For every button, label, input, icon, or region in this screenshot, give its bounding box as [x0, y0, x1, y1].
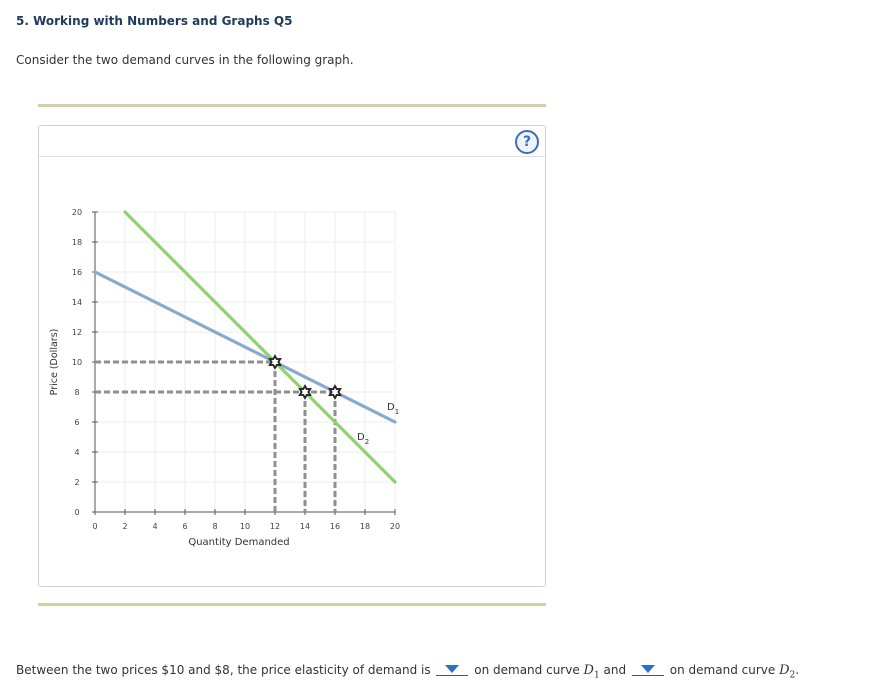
elasticity-d1-dropdown[interactable] [436, 662, 469, 676]
y-axis-title: Price (Dollars) [49, 329, 60, 396]
x-tick-label: 0 [92, 522, 97, 531]
curve-d1-label: D1 [583, 663, 600, 681]
star-marker-center [271, 357, 279, 367]
x-axis-title: Quantity Demanded [188, 537, 289, 548]
curve-label-subscript: 2 [365, 438, 369, 446]
sentence-end: . [795, 663, 800, 677]
y-tick-label: 20 [72, 208, 82, 217]
demand-chart: 0 2 4 6 8 10 12 14 16 18 2002468101214161820Quanti… [49, 208, 400, 548]
top-divider [38, 104, 546, 107]
x-tick-label: 6 [182, 522, 187, 531]
x-tick-label: 14 [300, 522, 310, 531]
curve-d2-letter: D [779, 663, 790, 678]
y-tick-label: 16 [72, 268, 82, 277]
graph-panel: ? 0 2 4 6 8 10 12 14 16 18 20 0 2 4 6 8 10 12 14 16 18 20 Quan… [38, 125, 546, 587]
y-tick-label: 10 [72, 358, 82, 367]
x-tick-label: 16 [330, 522, 340, 531]
x-tick-label: 10 [240, 522, 250, 531]
demand-curve-d2 [123, 210, 397, 484]
x-tick-label: 2 [122, 522, 127, 531]
question-title: 5. Working with Numbers and Graphs Q5 [16, 14, 293, 28]
curve-d2-label: D2 [779, 663, 796, 681]
y-tick-label: 18 [72, 238, 82, 247]
curve-label-d1: D1 [387, 402, 399, 416]
y-tick-label: 6 [74, 418, 79, 427]
x-tick-label: 8 [212, 522, 217, 531]
curve-d1-subscript: 1 [593, 670, 600, 681]
answer-sentence: Between the two prices $10 and $8, the p… [16, 662, 799, 681]
chevron-down-icon [640, 665, 655, 673]
curve-d2-subscript: 2 [789, 670, 796, 681]
chevron-down-icon [445, 665, 460, 673]
y-tick-label: 12 [72, 328, 82, 337]
question-intro: Consider the two demand curves in the fo… [16, 53, 354, 67]
bottom-divider [38, 603, 546, 606]
y-tick-label: 14 [72, 298, 82, 307]
y-tick-label: 0 [74, 508, 79, 517]
sentence-part2: on demand curve [474, 663, 580, 677]
star-marker-center [301, 387, 309, 397]
sentence-part4: on demand curve [669, 663, 776, 677]
y-tick-label: 8 [74, 388, 79, 397]
x-tick-label: 20 [390, 522, 400, 531]
x-tick-label: 4 [152, 522, 157, 531]
x-tick-label: 18 [360, 522, 370, 531]
help-icon[interactable]: ? [515, 130, 539, 154]
sentence-part3: and [603, 663, 627, 677]
sentence-part1: Between the two prices $10 and $8, the p… [16, 663, 431, 677]
elasticity-d2-dropdown[interactable] [631, 662, 664, 676]
curve-d1-letter: D [583, 663, 594, 678]
x-tick-label: 12 [270, 522, 280, 531]
y-tick-label: 2 [74, 478, 79, 487]
curve-label-subscript: 1 [395, 408, 399, 416]
star-marker-center [331, 387, 339, 397]
graph-toolbar: ? [39, 126, 545, 157]
demand-curve-d1 [93, 270, 397, 424]
y-tick-label: 4 [74, 448, 79, 457]
